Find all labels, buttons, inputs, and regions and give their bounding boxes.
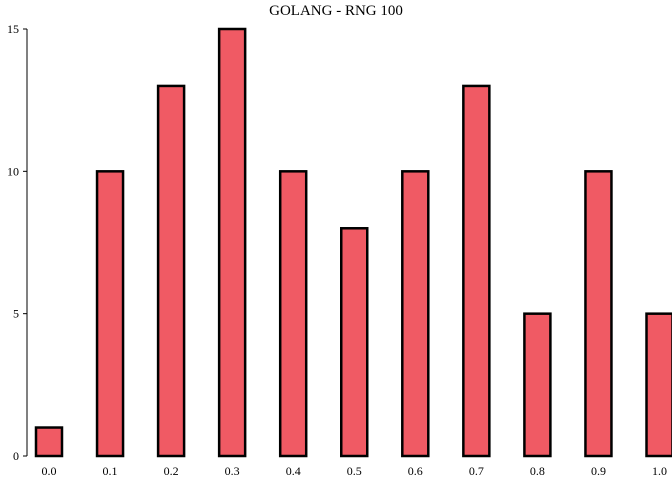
bar-0.5: [340, 227, 369, 458]
x-tick-label: 0.0: [42, 464, 57, 478]
bar-0.1: [95, 170, 125, 458]
y-tick-label: 10: [7, 164, 19, 178]
x-tick-label: 0.8: [530, 464, 545, 478]
x-tick-label: 1.0: [652, 464, 667, 478]
x-tick-label: 0.2: [164, 464, 179, 478]
bar-0.4: [278, 170, 308, 458]
x-tick-label: 0.9: [591, 464, 606, 478]
bar-0.7: [462, 84, 491, 458]
bar-0.2: [156, 84, 186, 458]
x-tick-label: 0.7: [469, 464, 484, 478]
x-axis: 0.0 0.1 0.2 0.3 0.4 0.5 0.6 0.7 0.8 0.9 1.0: [42, 464, 668, 478]
bar-0.6: [401, 170, 430, 458]
x-tick-label: 0.5: [347, 464, 362, 478]
y-tick-label: 0: [13, 449, 19, 463]
x-tick-label: 0.1: [103, 464, 118, 478]
y-tick-label: 15: [7, 22, 19, 36]
bars: [34, 27, 672, 458]
bar-0.9: [584, 170, 613, 458]
x-tick-label: 0.3: [225, 464, 240, 478]
y-axis: 0 5 10 15: [7, 22, 27, 463]
bar-0.3: [217, 27, 247, 458]
bar-0.0: [34, 426, 64, 458]
x-tick-label: 0.4: [286, 464, 301, 478]
bar-0.8: [523, 312, 552, 458]
bar-1.0: [645, 312, 672, 458]
chart-title: GOLANG - RNG 100: [269, 3, 403, 19]
x-tick-label: 0.6: [408, 464, 423, 478]
y-tick-label: 5: [13, 307, 19, 321]
